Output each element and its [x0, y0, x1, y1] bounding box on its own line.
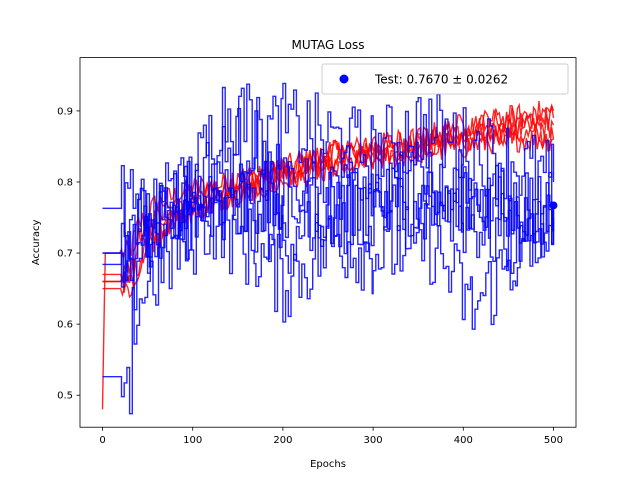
- y-tick-label: 0.7: [57, 249, 73, 260]
- legend-marker: [339, 74, 349, 84]
- x-tick-label: 200: [273, 435, 292, 446]
- test-result-point: [549, 201, 558, 210]
- test-series-line-8: [102, 190, 555, 345]
- y-tick-label: 0.5: [57, 391, 73, 402]
- y-tick-label: 0.8: [57, 177, 73, 188]
- x-axis-label: Epochs: [310, 459, 346, 470]
- point-layer: [549, 201, 558, 210]
- legend: Test: 0.7670 ± 0.0262: [321, 63, 569, 95]
- y-tick-label: 0.6: [57, 320, 73, 331]
- x-tick-label: 300: [364, 435, 383, 446]
- series-layer: [101, 82, 555, 415]
- legend-label: Test: 0.7670 ± 0.0262: [374, 73, 508, 87]
- y-axis-label: Accuracy: [31, 219, 42, 265]
- x-tick-label: 100: [183, 435, 202, 446]
- x-tick-label: 500: [544, 435, 563, 446]
- x-ticks: 0 100 200 300 400 500: [99, 427, 563, 446]
- x-tick-label: 0: [99, 435, 105, 446]
- y-tick-label: 0.9: [57, 106, 73, 117]
- test-series-line-6: [102, 145, 555, 274]
- test-series-line-5: [102, 83, 555, 415]
- y-ticks: 0.5 0.6 0.7 0.8 0.9: [57, 106, 80, 402]
- x-tick-label: 400: [454, 435, 473, 446]
- legend-box: [321, 63, 569, 95]
- test-series-line-9: [102, 157, 555, 288]
- chart-title: MUTAG Loss: [292, 38, 365, 52]
- plot-frame: [79, 57, 577, 428]
